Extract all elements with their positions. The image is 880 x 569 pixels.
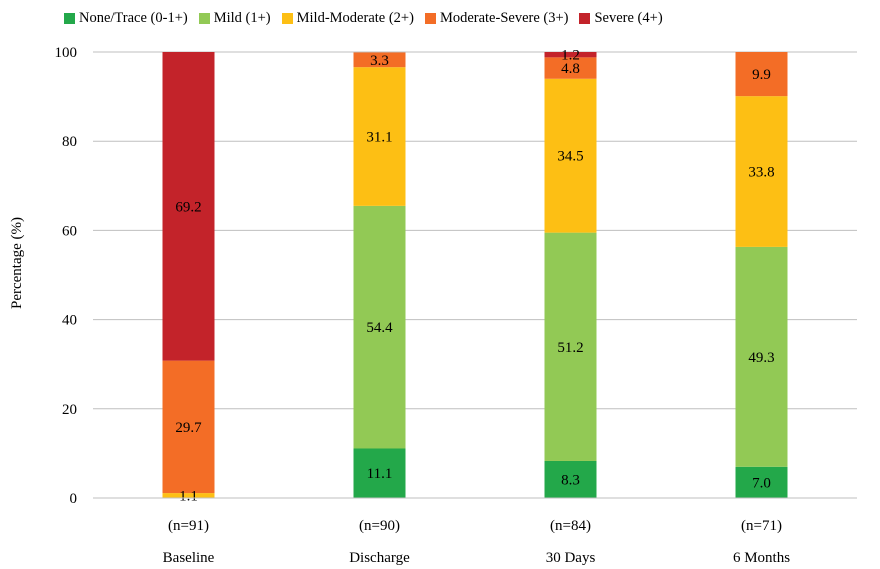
legend-item-none-trace: None/Trace (0-1+) — [64, 10, 188, 27]
x-count-label: (n=90) — [359, 518, 400, 534]
x-count-label: (n=84) — [550, 518, 591, 534]
legend-label-mild: Mild (1+) — [213, 10, 271, 26]
data-label: 9.9 — [752, 67, 771, 83]
data-label: 34.5 — [557, 149, 583, 165]
y-tick-label: 60 — [62, 223, 77, 239]
data-label: 54.4 — [366, 320, 393, 336]
legend-swatch-severe — [579, 13, 591, 24]
x-count-label: (n=91) — [168, 518, 209, 534]
data-label: 31.1 — [366, 130, 392, 146]
data-label: 51.2 — [557, 340, 583, 356]
y-tick-label: 80 — [62, 134, 77, 150]
legend-item-moderate-severe: Moderate-Severe (3+) — [424, 10, 569, 27]
y-axis-title: Percentage (%) — [9, 217, 25, 309]
data-label: 33.8 — [748, 165, 774, 181]
legend-item-mild: Mild (1+) — [198, 10, 271, 27]
x-count-label: (n=71) — [741, 518, 782, 534]
gridlines — [93, 51, 857, 410]
bar-segment — [353, 448, 406, 498]
bar-segment — [162, 52, 215, 361]
bar-segment — [544, 57, 597, 79]
y-tick-label: 40 — [62, 313, 77, 329]
data-label: 3.3 — [370, 53, 389, 69]
bar-segment — [544, 52, 597, 58]
data-label: 8.3 — [561, 472, 580, 488]
legend-label-moderate-severe: Moderate-Severe (3+) — [439, 10, 569, 26]
legend-swatch-mild-moderate — [281, 13, 293, 24]
data-label: 49.3 — [748, 350, 774, 366]
y-tick-label: 20 — [62, 402, 77, 418]
legend-item-mild-moderate: Mild-Moderate (2+) — [281, 10, 414, 27]
axes: 0 20 40 60 80 100 (n=91) Baseline (n=90) Discharg… — [55, 45, 857, 566]
y-tick-label: 0 — [70, 491, 78, 507]
x-tick-label: Discharge — [349, 550, 410, 566]
bars — [162, 52, 788, 498]
x-tick-label: Baseline — [163, 550, 215, 566]
bar-segment — [735, 466, 788, 498]
x-tick-label: 30 Days — [546, 550, 596, 566]
bar-segment — [353, 205, 406, 449]
data-label: 1.2 — [561, 48, 580, 64]
bar-segment — [353, 67, 406, 206]
data-label: 11.1 — [367, 466, 393, 482]
bar-segment — [735, 246, 788, 467]
legend-swatch-moderate-severe — [424, 13, 436, 24]
legend-label-mild-moderate: Mild-Moderate (2+) — [296, 10, 414, 26]
data-label: 4.8 — [561, 61, 580, 77]
x-tick-label: 6 Months — [733, 550, 790, 566]
legend-swatch-mild — [198, 13, 210, 24]
bar-segment — [544, 460, 597, 498]
data-labels: 1.1 29.7 69.2 11.1 54.4 31.1 3.3 8.3 51.2 34.5 4.8… — [175, 48, 774, 505]
bar-segment — [735, 52, 788, 97]
legend-label-none-trace: None/Trace (0-1+) — [79, 10, 188, 26]
data-label: 1.1 — [179, 489, 198, 505]
legend-item-severe: Severe (4+) — [579, 10, 663, 27]
data-label: 29.7 — [175, 420, 202, 436]
bar-segment — [162, 493, 215, 498]
legend-swatch-none-trace — [64, 13, 75, 24]
legend-label-severe: Severe (4+) — [594, 10, 663, 26]
y-tick-label: 100 — [55, 45, 78, 61]
bar-segment — [735, 96, 788, 247]
data-label: 7.0 — [752, 475, 771, 491]
bar-segment — [162, 360, 215, 494]
bar-segment — [353, 52, 406, 68]
data-label: 69.2 — [175, 199, 201, 215]
bar-segment — [544, 232, 597, 461]
bar-segment — [544, 78, 597, 233]
chart-legend: None/Trace (0-1+) Mild (1+) Mild-Moderat… — [64, 10, 674, 27]
